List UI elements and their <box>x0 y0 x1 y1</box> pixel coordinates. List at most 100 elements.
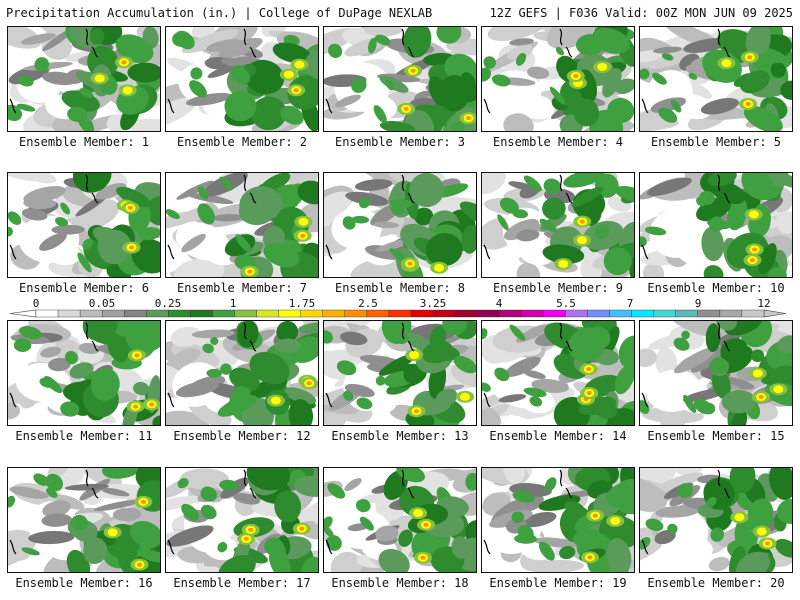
colorbar-swatch <box>234 309 257 318</box>
colorbar-swatch <box>454 309 478 318</box>
precip-map <box>640 27 792 131</box>
precip-map <box>166 468 318 572</box>
ensemble-map-panel <box>165 467 319 573</box>
colorbar-swatch <box>366 309 390 318</box>
precip-map <box>324 173 476 277</box>
precip-map <box>324 468 476 572</box>
colorbar-swatch <box>499 309 522 318</box>
ensemble-map-panel <box>165 172 319 278</box>
ensemble-member-label: Ensemble Member: 9 <box>492 281 624 295</box>
ensemble-member-label: Ensemble Member: 11 <box>15 429 153 443</box>
precip-map <box>324 321 476 425</box>
colorbar-swatch <box>609 309 632 318</box>
ensemble-member-label: Ensemble Member: 10 <box>647 281 785 295</box>
colorbar-tick-label: 1.75 <box>288 297 316 310</box>
colorbar-swatch <box>410 309 434 318</box>
precip-map <box>8 321 160 425</box>
ensemble-member-label: Ensemble Member: 13 <box>331 429 469 443</box>
ensemble-member-label: Ensemble Member: 19 <box>489 576 627 590</box>
ensemble-member-label: Ensemble Member: 12 <box>173 429 311 443</box>
ensemble-map-panel <box>481 26 635 132</box>
colorbar-swatch <box>344 309 368 318</box>
ensemble-map-panel <box>639 467 793 573</box>
colorbar-scale <box>9 309 787 318</box>
colorbar-swatch <box>168 309 191 318</box>
ensemble-map-panel <box>323 467 477 573</box>
colorbar-swatch <box>256 309 279 318</box>
ensemble-member-label: Ensemble Member: 20 <box>647 576 785 590</box>
colorbar-tick-label: 1 <box>229 297 237 310</box>
colorbar-swatch <box>124 309 147 318</box>
colorbar-tick-label: 3.25 <box>419 297 447 310</box>
ensemble-member-label: Ensemble Member: 3 <box>334 135 466 149</box>
precip-map <box>482 173 634 277</box>
colorbar-tick-label: 2.5 <box>358 297 378 310</box>
precip-map <box>482 27 634 131</box>
colorbar-swatch <box>212 309 235 318</box>
colorbar-tick-label: 7 <box>626 297 634 310</box>
ensemble-map-panel <box>323 26 477 132</box>
precip-map <box>166 321 318 425</box>
colorbar-tick-label: 0.25 <box>154 297 182 310</box>
colorbar-swatch <box>675 309 699 318</box>
run-valid-time: 12Z GEFS | F036 Valid: 00Z MON JUN 09 20… <box>489 6 793 20</box>
ensemble-map-panel <box>7 172 161 278</box>
ensemble-map-panel <box>165 26 319 132</box>
ensemble-member-label: Ensemble Member: 15 <box>647 429 785 443</box>
ensemble-member-label: Ensemble Member: 16 <box>15 576 153 590</box>
ensemble-member-label: Ensemble Member: 6 <box>18 281 150 295</box>
colorbar-swatch <box>300 309 323 318</box>
colorbar-tick-label: 0 <box>32 297 40 310</box>
colorbar-swatch <box>653 309 676 318</box>
precip-map <box>166 27 318 131</box>
ensemble-map-panel <box>323 172 477 278</box>
colorbar-max-arrow <box>763 309 787 318</box>
ensemble-map-panel <box>323 320 477 426</box>
ensemble-member-label: Ensemble Member: 14 <box>489 429 627 443</box>
ensemble-map-panel <box>7 26 161 132</box>
ensemble-member-label: Ensemble Member: 7 <box>176 281 308 295</box>
colorbar-tick-label: 4 <box>495 297 503 310</box>
colorbar-tick-label: 0.05 <box>88 297 116 310</box>
colorbar-legend: 0 0.05 0.25 1 1.75 2.5 3.25 4 5.5 7 9 12 <box>0 297 800 319</box>
colorbar-swatch <box>388 309 412 318</box>
precip-map <box>640 468 792 572</box>
ensemble-map-panel <box>639 320 793 426</box>
colorbar-swatch <box>543 309 566 318</box>
precip-map <box>8 468 160 572</box>
precip-map <box>8 173 160 277</box>
colorbar-min-arrow <box>9 309 37 318</box>
precip-map <box>8 27 160 131</box>
ensemble-map-panel <box>7 467 161 573</box>
precip-map <box>640 173 792 277</box>
ensemble-member-label: Ensemble Member: 5 <box>650 135 782 149</box>
colorbar-swatch <box>565 309 588 318</box>
precip-map <box>640 321 792 425</box>
colorbar-swatch <box>146 309 169 318</box>
ensemble-member-label: Ensemble Member: 2 <box>176 135 308 149</box>
precip-map <box>166 173 318 277</box>
colorbar-swatch <box>521 309 544 318</box>
ensemble-member-label: Ensemble Member: 4 <box>492 135 624 149</box>
ensemble-map-panel <box>639 26 793 132</box>
colorbar-swatch <box>697 309 721 318</box>
colorbar-swatch <box>35 309 59 318</box>
ensemble-map-panel <box>7 320 161 426</box>
colorbar-swatch <box>322 309 346 318</box>
ensemble-member-label: Ensemble Member: 1 <box>18 135 150 149</box>
colorbar-swatch <box>57 309 81 318</box>
colorbar-swatch <box>278 309 301 318</box>
map-title: Precipitation Accumulation (in.) | Colle… <box>6 6 433 20</box>
ensemble-member-label: Ensemble Member: 8 <box>334 281 466 295</box>
colorbar-swatch <box>741 309 765 318</box>
ensemble-map-panel <box>639 172 793 278</box>
ensemble-member-label: Ensemble Member: 17 <box>173 576 311 590</box>
ensemble-map-panel <box>165 320 319 426</box>
colorbar-swatch <box>587 309 610 318</box>
ensemble-member-label: Ensemble Member: 18 <box>331 576 469 590</box>
colorbar-tick-label: 9 <box>694 297 702 310</box>
ensemble-map-panel <box>481 172 635 278</box>
precip-map <box>324 27 476 131</box>
colorbar-swatch <box>477 309 500 318</box>
colorbar-swatch <box>190 309 213 318</box>
